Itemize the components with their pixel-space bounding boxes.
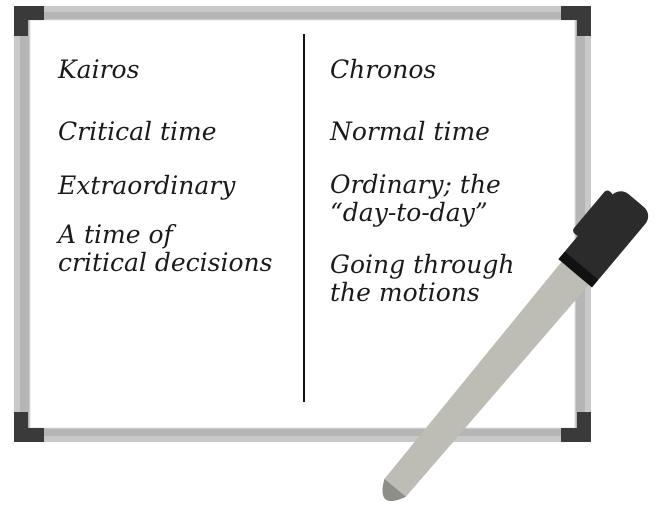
column-heading: Kairos <box>57 55 139 84</box>
board-text: Kairos Critical time Extraordinary A time o… <box>56 55 514 307</box>
column-item-line: Going through <box>330 250 514 279</box>
column-item-line: Normal time <box>329 117 490 146</box>
frame-corner <box>561 6 591 36</box>
marker-cap-band <box>558 251 599 288</box>
column-item-line: “day-to-day” <box>330 198 488 227</box>
column-item-line: Critical time <box>58 117 217 146</box>
column-item-line: Extraordinary <box>57 171 236 200</box>
frame-corner <box>14 412 44 442</box>
column-item-line: A time of <box>56 220 177 249</box>
marker-clip <box>573 190 613 236</box>
frame-corner <box>561 412 591 442</box>
frame-corner <box>14 6 44 36</box>
marker <box>382 190 649 501</box>
marker-body <box>382 252 597 501</box>
column-heading: Chronos <box>330 55 436 84</box>
column-item-line: critical decisions <box>58 248 272 277</box>
marker-tip <box>382 478 406 501</box>
column-item-line: the motions <box>330 278 480 307</box>
column-item-line: Ordinary; the <box>330 170 501 199</box>
marker-cap <box>563 191 649 283</box>
